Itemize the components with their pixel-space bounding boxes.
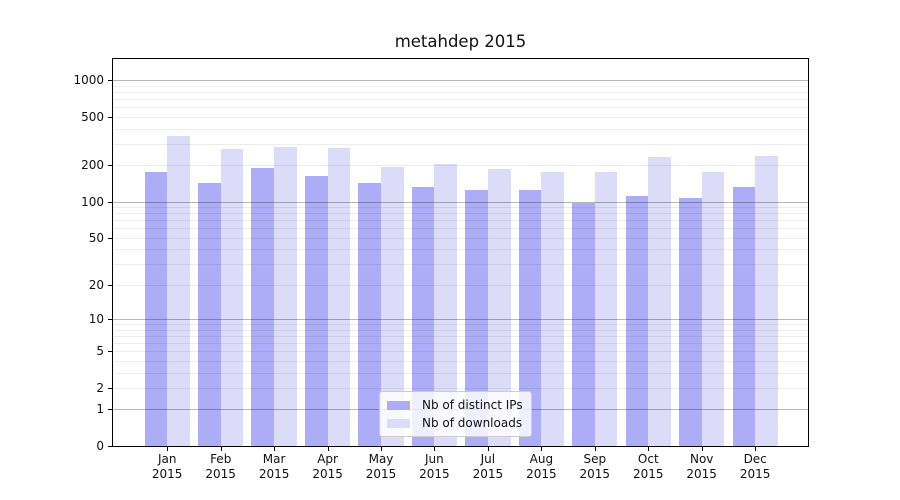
chart-title: metahdep 2015 bbox=[394, 32, 527, 51]
bar-ips-nov bbox=[679, 197, 702, 446]
x-tick-jan bbox=[167, 447, 169, 451]
bar-ips-jun bbox=[411, 186, 435, 446]
x-tick-sep bbox=[594, 447, 596, 451]
x-label-jun: Jun 2015 bbox=[419, 452, 450, 481]
bar-ips-oct bbox=[625, 195, 649, 446]
x-tick-mar bbox=[274, 447, 276, 451]
x-tick-may bbox=[381, 447, 382, 451]
y-tick-1000 bbox=[108, 80, 112, 82]
legend-item-downloads: Nb of downloads bbox=[387, 415, 523, 431]
bar-ips-jan bbox=[144, 171, 168, 446]
bar-ips-aug bbox=[518, 189, 542, 446]
y-tick-100 bbox=[108, 201, 112, 203]
bar-downloads-dec bbox=[755, 155, 778, 446]
x-label-may: May 2015 bbox=[365, 452, 397, 481]
x-label-oct: Oct 2015 bbox=[633, 452, 664, 481]
x-label-nov: Nov 2015 bbox=[686, 452, 717, 481]
x-label-dec: Dec 2015 bbox=[739, 452, 771, 481]
x-tick-feb bbox=[220, 447, 222, 451]
x-label-feb: Feb 2015 bbox=[205, 452, 236, 481]
bar-downloads-may bbox=[381, 167, 404, 446]
x-label-aug: Aug 2015 bbox=[526, 452, 557, 481]
y-label-10: 10 bbox=[88, 312, 104, 326]
y-tick-0 bbox=[108, 446, 112, 447]
y-label-1: 1 bbox=[96, 402, 104, 417]
y-label-5: 5 bbox=[96, 344, 104, 359]
legend-swatch-ips bbox=[387, 400, 410, 410]
bar-ips-mar bbox=[251, 167, 275, 446]
bar-downloads-nov bbox=[701, 171, 725, 446]
gridline-minor-600 bbox=[113, 107, 808, 109]
bar-ips-feb bbox=[198, 183, 221, 446]
bar-downloads-sep bbox=[594, 172, 618, 446]
y-tick-2 bbox=[108, 387, 112, 389]
bar-ips-sep bbox=[572, 203, 595, 446]
gridline-minor-300 bbox=[113, 143, 808, 145]
y-tick-1 bbox=[108, 409, 112, 411]
gridline-major-1000 bbox=[113, 80, 808, 82]
gridline-minor-200 bbox=[113, 165, 808, 167]
gridline-minor-500 bbox=[113, 116, 808, 118]
bar-downloads-jun bbox=[434, 163, 458, 446]
bar-downloads-mar bbox=[274, 146, 297, 446]
bar-ips-may bbox=[358, 183, 381, 446]
x-tick-jul bbox=[487, 447, 489, 451]
bar-downloads-jul bbox=[487, 169, 511, 446]
gridline-minor-900 bbox=[113, 85, 808, 87]
legend-item-ips: Nb of distinct IPs bbox=[387, 397, 523, 413]
y-tick-200 bbox=[108, 165, 112, 167]
x-label-apr: Apr 2015 bbox=[312, 452, 343, 481]
y-tick-500 bbox=[108, 116, 112, 118]
y-tick-5 bbox=[108, 351, 112, 353]
y-tick-50 bbox=[108, 237, 112, 239]
x-label-jan: Jan 2015 bbox=[151, 452, 183, 481]
legend-swatch-downloads bbox=[387, 418, 410, 428]
x-label-jul: Jul 2015 bbox=[472, 452, 504, 481]
y-tick-10 bbox=[108, 319, 112, 320]
x-tick-jun bbox=[434, 447, 436, 451]
bar-downloads-apr bbox=[327, 148, 351, 446]
x-label-mar: Mar 2015 bbox=[258, 452, 290, 481]
legend-label-downloads: Nb of downloads bbox=[422, 416, 523, 430]
x-tick-apr bbox=[327, 447, 329, 451]
y-label-100: 100 bbox=[81, 194, 104, 209]
y-label-0: 0 bbox=[96, 439, 104, 453]
y-label-500: 500 bbox=[81, 109, 104, 124]
x-label-sep: Sep 2015 bbox=[579, 452, 611, 481]
bar-ips-jul bbox=[465, 189, 488, 446]
bar-ips-dec bbox=[732, 186, 756, 446]
y-tick-20 bbox=[108, 284, 112, 286]
y-label-200: 200 bbox=[81, 158, 104, 173]
bar-downloads-jan bbox=[167, 136, 190, 446]
bar-ips-apr bbox=[304, 176, 328, 446]
y-label-2: 2 bbox=[96, 380, 104, 395]
x-tick-aug bbox=[541, 447, 543, 451]
gridline-minor-400 bbox=[113, 128, 808, 130]
plot-area: Nb of distinct IPs Nb of downloads bbox=[112, 58, 809, 447]
x-tick-oct bbox=[648, 447, 650, 451]
gridline-minor-700 bbox=[113, 99, 808, 100]
legend: Nb of distinct IPs Nb of downloads bbox=[379, 391, 532, 437]
bar-downloads-aug bbox=[541, 172, 565, 446]
x-tick-nov bbox=[701, 447, 703, 451]
legend-label-ips: Nb of distinct IPs bbox=[422, 398, 523, 412]
y-label-20: 20 bbox=[88, 277, 104, 292]
y-label-1000: 1000 bbox=[73, 73, 104, 88]
bar-downloads-oct bbox=[648, 157, 671, 446]
y-label-50: 50 bbox=[88, 230, 104, 245]
bar-downloads-feb bbox=[220, 149, 244, 446]
x-tick-dec bbox=[755, 447, 757, 451]
gridline-minor-800 bbox=[113, 92, 808, 93]
